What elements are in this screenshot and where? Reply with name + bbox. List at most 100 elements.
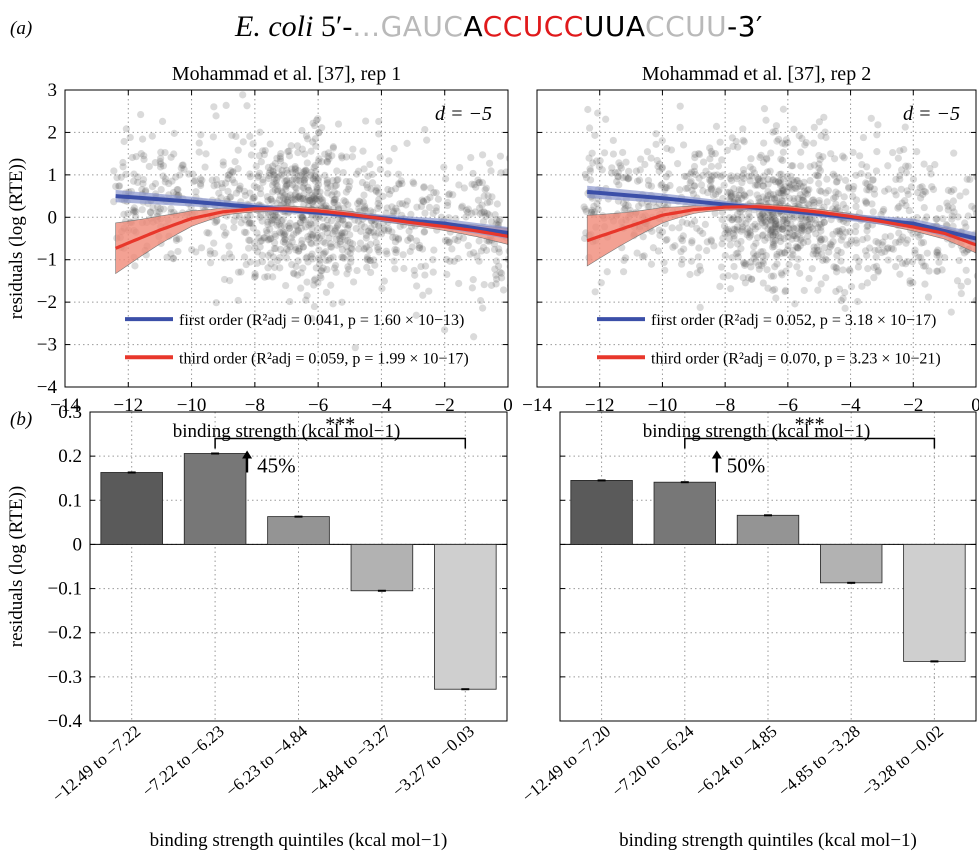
scatter-point — [822, 256, 831, 264]
scatter-point — [904, 190, 912, 198]
scatter-point — [288, 181, 297, 189]
scatter-point — [783, 219, 791, 227]
scatter-point — [151, 159, 159, 167]
increase-label: 45% — [257, 453, 296, 477]
scatter-point — [707, 147, 715, 156]
x-axis-label: binding strength quintiles (kcal mol−1) — [150, 830, 448, 851]
scatter-point — [727, 172, 735, 180]
scatter-point — [327, 240, 335, 248]
scatter-point — [420, 184, 428, 192]
scatter-point — [785, 182, 793, 191]
legend-label: first order (R²adj = 0.052, p = 3.18 × 1… — [651, 312, 936, 329]
scatter-point — [254, 173, 262, 181]
scatter-point — [251, 270, 259, 278]
scatter-point — [918, 258, 926, 266]
scatter-point — [587, 208, 596, 216]
scatter-point — [418, 245, 427, 253]
scatter-point — [774, 189, 783, 197]
scatter-point — [250, 194, 258, 202]
scatter-point — [644, 181, 653, 189]
scatter-point — [271, 230, 279, 238]
scatter-point — [730, 262, 738, 271]
plot-frame — [64, 89, 509, 388]
scatter-point — [835, 285, 844, 293]
scatter-point — [790, 214, 798, 222]
scatter-point — [394, 235, 403, 244]
scatter-point — [777, 233, 785, 242]
scatter-point — [960, 249, 969, 257]
scatter-point — [950, 186, 958, 194]
first-order-line — [587, 189, 976, 241]
scatter-point — [292, 221, 300, 230]
scatter-point — [688, 168, 696, 176]
scatter-point — [268, 219, 276, 227]
scatter-point — [822, 189, 830, 197]
scatter-point — [727, 192, 736, 200]
scatter-point — [269, 167, 277, 175]
scatter-point — [312, 194, 321, 203]
scatter-point — [675, 224, 683, 232]
scatter-point — [931, 161, 939, 169]
scatter-point — [454, 254, 462, 263]
scatter-point — [375, 130, 383, 138]
scatter-point — [892, 191, 900, 199]
scatter-point — [792, 177, 801, 185]
scatter-point — [366, 240, 375, 248]
scatter-point — [218, 184, 226, 192]
scatter-point — [349, 240, 357, 248]
scatter-point — [283, 169, 291, 177]
scatter-point — [474, 176, 482, 184]
scatter-point — [480, 209, 488, 217]
bar — [350, 544, 414, 592]
scatter-point — [307, 147, 315, 155]
scatter-point — [362, 117, 370, 125]
scatter-point — [590, 202, 598, 210]
scatter-point — [271, 232, 280, 240]
scatter-point — [870, 185, 878, 193]
scatter-point — [926, 164, 934, 173]
scatter-point — [421, 271, 429, 279]
scatter-point — [205, 229, 213, 237]
y-tick-label: −0.2 — [48, 623, 82, 644]
scatter-point — [172, 236, 180, 244]
scatter-point — [746, 213, 754, 221]
scatter-point — [725, 195, 734, 203]
scatter-point — [276, 228, 284, 236]
scatter-point — [738, 194, 746, 202]
scatter-point — [849, 192, 857, 201]
scatter-point — [391, 245, 399, 254]
scatter-point — [363, 253, 372, 261]
scatter-point — [158, 117, 167, 126]
scatter-point — [365, 227, 373, 235]
scatter-point — [160, 205, 168, 213]
scatter-point — [947, 187, 955, 196]
scatter-point — [687, 170, 695, 178]
scatter-point — [658, 137, 666, 145]
scatter-point — [306, 171, 315, 179]
scatter-point — [276, 155, 284, 163]
scatter-point — [318, 198, 326, 206]
scatter-point — [468, 209, 476, 217]
scatter-point — [151, 180, 160, 188]
scatter-point — [341, 198, 350, 206]
scatter-point — [304, 135, 312, 143]
scatter-point — [783, 216, 791, 225]
scatter-point — [799, 193, 807, 201]
scatter-point — [307, 252, 315, 260]
scatter-point — [167, 205, 175, 213]
scatter-point — [808, 196, 817, 204]
scatter-point — [869, 208, 877, 216]
scatter-point — [477, 247, 486, 255]
scatter-point — [137, 150, 145, 158]
scatter-point — [348, 245, 356, 253]
scatter-point — [231, 158, 239, 166]
scatter-point — [878, 241, 886, 249]
scatter-point — [771, 285, 779, 293]
scatter-point — [652, 140, 660, 148]
scatter-point — [138, 206, 146, 214]
scatter-point — [713, 171, 721, 179]
scatter-point — [588, 206, 596, 214]
scatter-point — [781, 249, 789, 257]
scatter-point — [740, 169, 748, 178]
scatter-point — [257, 190, 265, 198]
